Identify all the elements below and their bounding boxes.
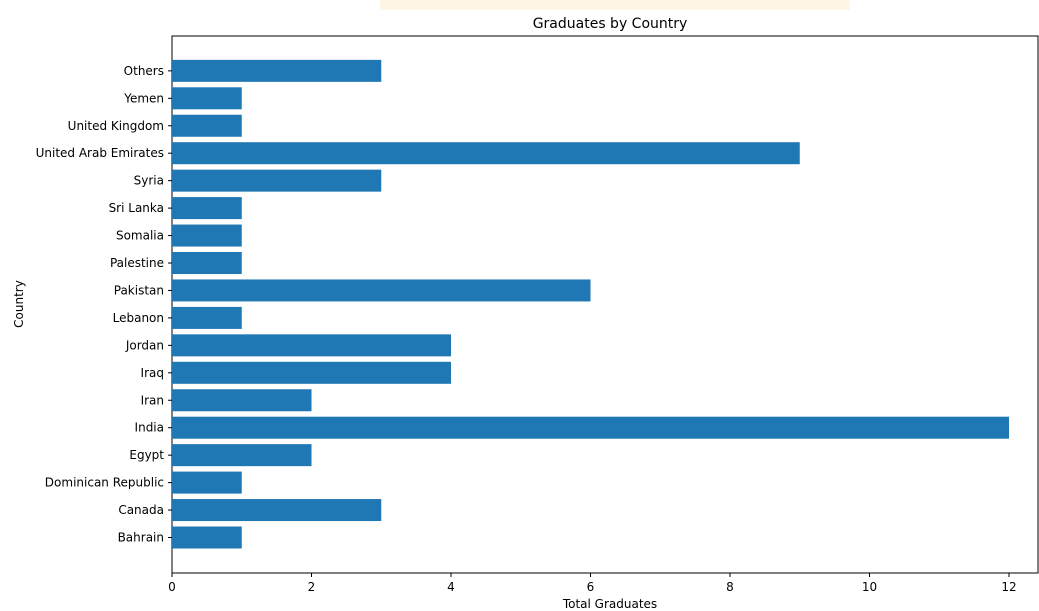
y-tick-label: Pakistan: [114, 283, 164, 297]
x-tick-label: 0: [168, 580, 176, 594]
bar-pakistan: [172, 279, 591, 302]
x-axis-ticks: 0 2 4 6 8 10 12: [168, 573, 1017, 594]
bar-united-kingdom: [172, 114, 242, 137]
y-tick-label: Egypt: [129, 448, 164, 462]
bar-dominican-republic: [172, 471, 242, 494]
y-tick-label: Canada: [118, 503, 164, 517]
bar-iraq: [172, 361, 451, 384]
y-tick-label: Others: [124, 64, 164, 78]
y-tick-label: Palestine: [110, 256, 164, 270]
y-tick-label: India: [135, 421, 164, 435]
y-tick-label: United Arab Emirates: [36, 146, 164, 160]
y-tick-label: Bahrain: [118, 531, 164, 545]
background-decoration: [380, 0, 850, 10]
y-tick-label: Iraq: [141, 366, 164, 380]
bar-others: [172, 59, 382, 82]
y-tick-label: Sri Lanka: [109, 201, 164, 215]
plot-area: Bahrain Canada Dominican Republic Egypt Indi…: [36, 35, 1039, 594]
x-tick-label: 8: [726, 580, 734, 594]
chart-title: Graduates by Country: [533, 16, 688, 32]
y-tick-label: Dominican Republic: [45, 476, 164, 490]
y-tick-label: Jordan: [125, 338, 164, 352]
y-tick-label: Yemen: [123, 91, 164, 105]
x-tick-label: 10: [862, 580, 877, 594]
bar-egypt: [172, 444, 312, 467]
y-tick-label: Syria: [134, 174, 164, 188]
bar-iran: [172, 389, 312, 412]
bar-sri-lanka: [172, 197, 242, 220]
y-axis-title: Country: [12, 280, 26, 328]
x-axis-title: Total Graduates: [562, 597, 657, 611]
bar-united-arab-emirates: [172, 142, 800, 165]
bar-syria: [172, 169, 382, 192]
y-tick-label: Lebanon: [113, 311, 164, 325]
bar-somalia: [172, 224, 242, 247]
bar-yemen: [172, 87, 242, 110]
x-tick-label: 2: [308, 580, 316, 594]
y-tick-label: Iran: [141, 393, 164, 407]
y-tick-label: United Kingdom: [68, 119, 164, 133]
bar-india: [172, 416, 1009, 439]
bar-palestine: [172, 252, 242, 274]
plot-frame: [171, 35, 1039, 574]
bar-lebanon: [172, 306, 242, 329]
y-axis-ticks: Bahrain Canada Dominican Republic Egypt Indi…: [36, 64, 172, 545]
bar-jordan: [172, 334, 451, 357]
x-tick-label: 12: [1001, 580, 1016, 594]
y-tick-label: Somalia: [116, 229, 164, 243]
bar-canada: [172, 499, 382, 522]
bars: [172, 59, 1009, 549]
x-tick-label: 6: [587, 580, 595, 594]
bar-bahrain: [172, 526, 242, 549]
x-tick-label: 4: [447, 580, 455, 594]
